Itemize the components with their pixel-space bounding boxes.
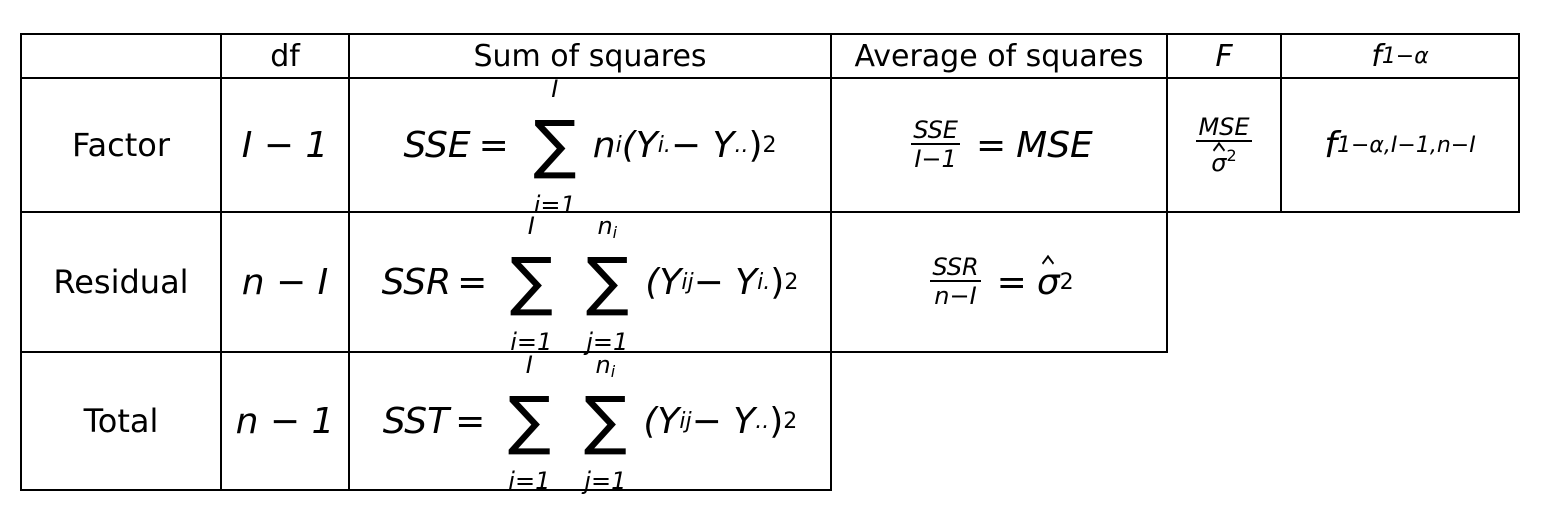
- row-total-sum1-operator: I ∑ i=1: [497, 351, 561, 495]
- sum-upper: I: [525, 351, 533, 379]
- header-sum-of-squares: Sum of squares: [348, 33, 832, 79]
- row-residual-ss-lhs: SSR: [381, 261, 452, 303]
- row-residual-label-cell: Residual: [20, 211, 222, 353]
- row-factor-df-cell: I − 1: [220, 77, 350, 213]
- sum-upper: n: [595, 351, 611, 379]
- sum-upper-sub: i: [612, 223, 618, 242]
- row-factor-ss-cell: SSE = I ∑ i=1 n i (Y i. − Y..) 2: [348, 75, 832, 219]
- frac-den: n−I: [934, 282, 977, 310]
- header-average-of-squares: Average of squares: [830, 33, 1168, 79]
- row-total-ss-sup: 2: [783, 408, 798, 434]
- row-total-ss-cell: SST = I ∑ i=1 ni ∑ j=1 (Y ij − Y..) 2: [348, 351, 832, 495]
- row-factor-ss-y2-sub: ..: [734, 132, 749, 158]
- row-total-label-cell: Total: [20, 351, 222, 491]
- row-factor-fcrit-main: f: [1324, 124, 1337, 166]
- sigma-sup: 2: [1226, 145, 1237, 165]
- sum-lower: i=1: [533, 191, 576, 219]
- row-total-df: n − 1: [235, 400, 335, 442]
- header-df: df: [220, 33, 350, 79]
- frac-den: I−1: [914, 145, 957, 173]
- row-residual-avg-frac: SSR n−I: [930, 253, 981, 310]
- row-residual-sum2-operator: ni ∑ j=1: [575, 212, 639, 356]
- row-factor-ss-paren: (Y: [621, 124, 658, 166]
- sum-upper: I: [551, 75, 559, 103]
- row-total-sum2-operator: ni ∑ j=1: [573, 351, 637, 495]
- sum-upper: n: [597, 212, 613, 240]
- row-total-ss-close: ): [769, 400, 784, 442]
- row-residual-ss-sup: 2: [784, 269, 799, 295]
- row-total-ss-lhs: SST: [382, 400, 450, 442]
- row-factor-avg-cell: SSE I−1 = MSE: [830, 77, 1168, 213]
- sum-upper-sub: i: [610, 362, 616, 381]
- header-f-crit: f 1−α: [1280, 33, 1520, 79]
- row-factor-df: I − 1: [241, 124, 329, 166]
- row-residual-avg-sup: 2: [1059, 269, 1074, 295]
- row-residual-ss-minus: − Y: [693, 261, 758, 303]
- row-factor-ss-minus: − Y: [670, 124, 735, 166]
- sum-lower: j=1: [584, 467, 627, 495]
- header-f-crit-main: f: [1371, 38, 1382, 74]
- row-residual-label: Residual: [53, 263, 189, 301]
- header-F: F: [1166, 33, 1282, 79]
- frac-num: SSR: [930, 253, 981, 282]
- frac-num: SSE: [911, 116, 960, 145]
- sum-upper: I: [527, 212, 535, 240]
- row-factor-ss-sup: 2: [762, 132, 777, 158]
- row-total-ss-y2-sub: ..: [755, 408, 770, 434]
- row-factor-ss-n-sub: i: [615, 132, 622, 158]
- frac-num: MSE: [1196, 112, 1252, 142]
- row-residual-df: n − I: [241, 261, 329, 303]
- row-total-ss-paren: (Y: [643, 400, 680, 442]
- row-factor-fcrit-sub: 1−α,I−1,n−I: [1336, 132, 1476, 158]
- row-factor-ss-y1-sub: i.: [657, 132, 671, 158]
- row-total-ss-minus: − Y: [691, 400, 756, 442]
- header-blank-cell: [20, 33, 222, 79]
- row-residual-ss-close: ): [770, 261, 785, 303]
- row-factor-avg-rhs: MSE: [1016, 124, 1093, 166]
- row-factor-label: Factor: [72, 126, 170, 164]
- row-residual-sum1-operator: I ∑ i=1: [499, 212, 563, 356]
- row-factor-ss-lhs: SSE: [403, 124, 471, 166]
- row-total-ss-y1-sub: ij: [679, 408, 692, 434]
- row-factor-avg-frac: SSE I−1: [911, 117, 960, 173]
- header-f-crit-sub: 1−α: [1381, 43, 1429, 69]
- header-F-label: F: [1215, 38, 1233, 74]
- row-total-df-cell: n − 1: [220, 351, 350, 491]
- row-factor-F-frac: MSE σ2: [1196, 112, 1252, 177]
- row-factor-F-cell: MSE σ2: [1166, 77, 1282, 213]
- row-factor-ss-close: ): [748, 124, 763, 166]
- row-factor-label-cell: Factor: [20, 77, 222, 213]
- row-total-label: Total: [83, 402, 159, 440]
- row-residual-ss-paren: (Y: [645, 261, 682, 303]
- sigma-hat: σ: [1211, 148, 1227, 177]
- row-residual-avg-sigma-hat: σ: [1036, 261, 1060, 303]
- row-factor-sum-operator: I ∑ i=1: [523, 75, 587, 219]
- row-factor-fcrit-cell: f 1−α,I−1,n−I: [1280, 77, 1520, 213]
- row-residual-df-cell: n − I: [220, 211, 350, 353]
- header-df-label: df: [270, 38, 300, 74]
- header-sum-of-squares-label: Sum of squares: [473, 38, 707, 74]
- row-factor-ss-n: n: [592, 124, 616, 166]
- header-average-of-squares-label: Average of squares: [854, 38, 1144, 74]
- row-residual-ss-y1-sub: ij: [681, 269, 694, 295]
- sum-lower: i=1: [508, 467, 551, 495]
- row-residual-ss-y2-sub: i.: [757, 269, 771, 295]
